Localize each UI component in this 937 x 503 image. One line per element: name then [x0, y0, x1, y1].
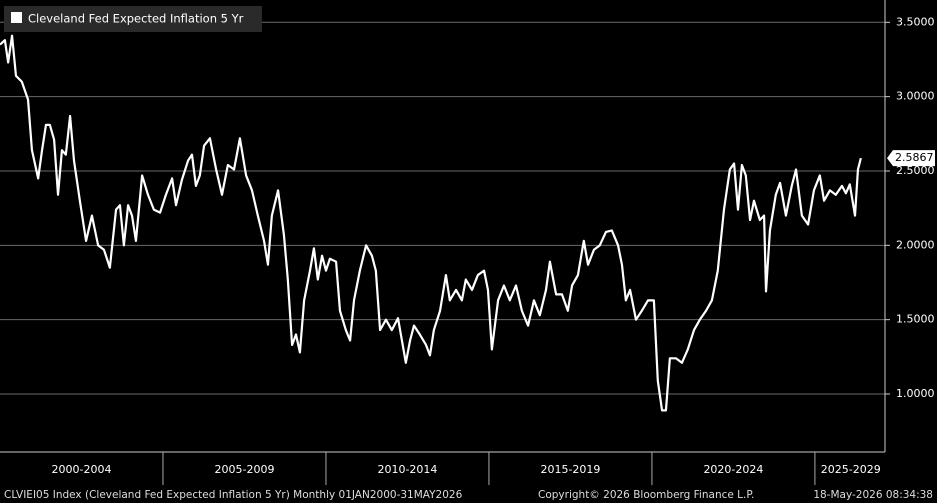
y-tick-label: 3.0000 [896, 90, 935, 103]
y-tick-label: 3.5000 [896, 15, 935, 28]
legend-box [4, 6, 262, 32]
last-value-tag [887, 150, 935, 167]
y-tick-label: 2.0000 [896, 238, 935, 251]
last-value-label: 2.5867 [895, 151, 934, 164]
x-tick-label: 2000-2004 [52, 463, 112, 476]
x-tick-label: 2020-2024 [703, 463, 763, 476]
y-tick-label: 1.5000 [896, 313, 935, 326]
x-tick-label: 2025-2029 [821, 463, 881, 476]
x-tick-label: 2015-2019 [540, 463, 600, 476]
series-line [0, 34, 862, 412]
plot [0, 34, 862, 412]
footer-copyright: Copyright© 2026 Bloomberg Finance L.P. [538, 489, 754, 501]
footer-source: CLVIEI05 Index (Cleveland Fed Expected I… [4, 489, 463, 501]
footer-timestamp: 18-May-2026 08:34:38 [813, 489, 933, 501]
y-tick-label: 1.0000 [896, 387, 935, 400]
x-tick-label: 2005-2009 [214, 463, 274, 476]
legend-swatch [11, 12, 22, 23]
legend-label: Cleveland Fed Expected Inflation 5 Yr [28, 12, 244, 26]
x-tick-label: 2010-2014 [377, 463, 437, 476]
y-tick-label: 2.5000 [896, 164, 935, 177]
